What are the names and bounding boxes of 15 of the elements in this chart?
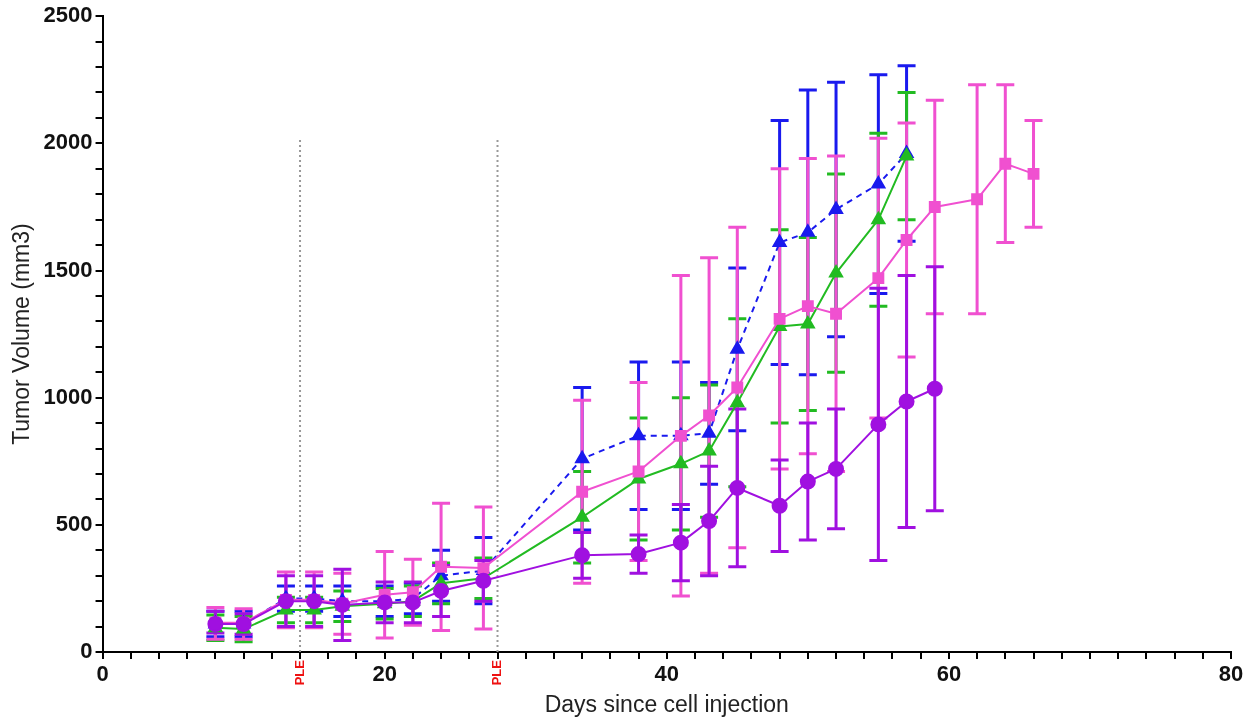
y-axis-title: Tumor Volume (mm3) [8, 223, 35, 445]
y-tick-label: 1500 [43, 256, 93, 282]
y-tick-label: 1000 [43, 383, 93, 409]
x-tick-label: 0 [96, 661, 109, 687]
x-tick-label: 20 [372, 661, 397, 687]
ref-line-label: PLE [291, 659, 307, 686]
y-tick-label: 0 [80, 638, 93, 664]
y-tick-label: 500 [55, 510, 93, 536]
x-axis-title: Days since cell injection [544, 690, 789, 717]
x-tick-label: 60 [936, 661, 962, 687]
x-tick-label: 40 [654, 661, 680, 687]
x-tick-label: 80 [1218, 661, 1244, 687]
y-tick-label: 2500 [43, 2, 93, 28]
y-tick-label: 2000 [43, 129, 93, 155]
ref-line-label: PLE [489, 659, 505, 686]
